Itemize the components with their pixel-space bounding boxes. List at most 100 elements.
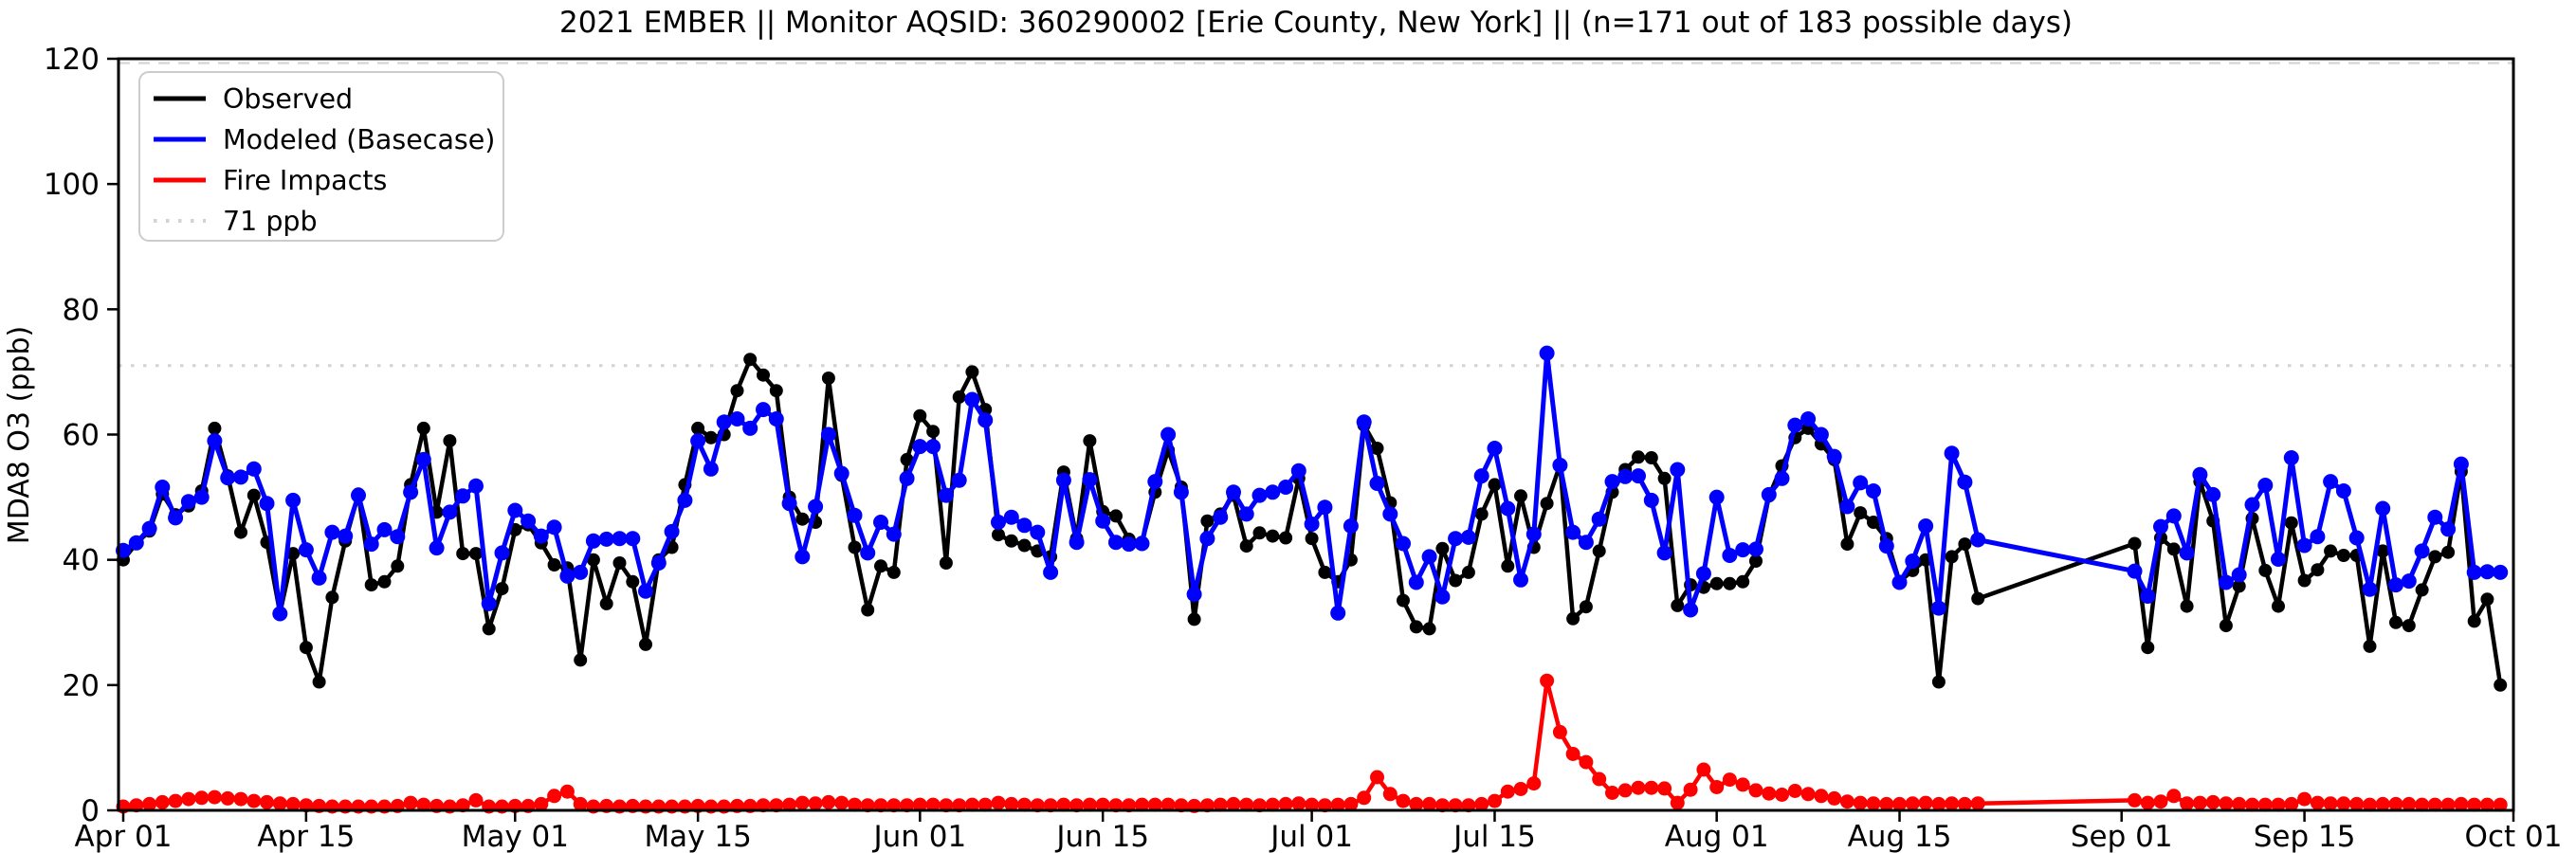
series-observed-point xyxy=(743,353,758,367)
series-modeled-point xyxy=(2310,529,2326,545)
series-modeled-point xyxy=(1213,509,1229,525)
series-observed-point xyxy=(886,565,901,579)
series-fire-point xyxy=(1226,796,1241,811)
series-fire-point xyxy=(2493,797,2508,812)
series-fire-point xyxy=(1631,780,1646,795)
series-fire-point xyxy=(2336,796,2351,811)
series-fire-point xyxy=(233,791,248,807)
series-modeled-point xyxy=(1617,468,1634,484)
x-tick-label: May 15 xyxy=(644,820,751,853)
series-modeled-point xyxy=(2192,466,2208,482)
series-fire-point xyxy=(1579,754,1594,770)
series-observed-point xyxy=(286,547,301,561)
series-fire-point xyxy=(207,789,222,805)
series-modeled-point xyxy=(1147,474,1163,490)
series-fire-point xyxy=(2192,795,2207,810)
series-observed-point xyxy=(1435,541,1450,555)
series-fire-point xyxy=(860,798,875,813)
series-modeled-point xyxy=(311,570,327,586)
series-modeled-point xyxy=(1382,506,1398,522)
series-modeled-point xyxy=(521,513,537,529)
series-observed-point xyxy=(325,590,339,605)
series-fire-point xyxy=(795,795,810,810)
series-modeled-point xyxy=(351,487,366,503)
series-fire-point xyxy=(900,798,915,813)
series-fire-point xyxy=(155,794,170,809)
series-fire-point xyxy=(1370,770,1384,785)
series-observed-point xyxy=(626,574,640,589)
series-modeled-point xyxy=(1957,474,1973,490)
series-modeled-point xyxy=(664,523,680,539)
series-fire-point xyxy=(964,797,979,812)
series-modeled-point xyxy=(2205,486,2221,502)
series-modeled-point xyxy=(1396,535,1411,552)
series-fire-point xyxy=(2180,796,2195,811)
series-modeled-point xyxy=(507,502,523,518)
series-modeled-point xyxy=(1134,535,1150,552)
series-observed-point xyxy=(2311,563,2325,577)
series-observed-point xyxy=(1449,573,1463,588)
series-modeled-point xyxy=(585,533,601,549)
series-fire-point xyxy=(1030,798,1045,813)
series-observed-point xyxy=(1422,622,1436,636)
series-modeled-point xyxy=(1304,517,1320,532)
series-observed-point xyxy=(2232,579,2246,593)
series-fire-point xyxy=(1657,781,1672,796)
series-fire-line xyxy=(120,678,2503,809)
x-tick-label: Jul 01 xyxy=(1269,820,1353,853)
series-fire-point xyxy=(1565,747,1580,761)
y-tick-label: 60 xyxy=(63,419,100,453)
series-modeled-point xyxy=(1800,411,1817,426)
series-fire-point xyxy=(1800,787,1816,802)
series-modeled-point xyxy=(638,583,653,599)
series-fire-point xyxy=(1069,798,1085,813)
series-modeled-point xyxy=(2493,564,2509,580)
series-modeled-point xyxy=(1918,518,1934,534)
series-observed-point xyxy=(1671,598,1685,612)
series-observed-point xyxy=(1709,576,1724,590)
series-observed-point xyxy=(2415,583,2429,597)
series-modeled-point xyxy=(1317,499,1333,516)
series-modeled-point xyxy=(1591,511,1607,527)
series-modeled-point xyxy=(781,496,797,512)
ticks-layer: 0 20 40 60 80 100 120 Apr 01 Apr 15 May 01 May 15 J… xyxy=(44,43,2563,853)
series-fire-point xyxy=(1918,795,1933,810)
series-fire-point xyxy=(1762,786,1777,801)
series-modeled-point xyxy=(468,478,484,494)
series-modeled-point xyxy=(1878,538,1894,554)
series-modeled-point xyxy=(964,391,980,408)
series-modeled-point xyxy=(338,528,354,544)
series-fire-point xyxy=(977,797,993,812)
series-fire-point xyxy=(1540,673,1555,688)
series-fire-point xyxy=(991,795,1006,810)
series-fire-point xyxy=(2297,791,2312,807)
series-modeled-point xyxy=(2479,564,2495,580)
series-observed-point xyxy=(364,578,378,592)
series-fire-point xyxy=(834,795,850,810)
x-tick-label: Jul 15 xyxy=(1452,820,1536,853)
series-modeled-point xyxy=(899,470,915,486)
series-modeled xyxy=(116,345,2509,622)
series-observed-point xyxy=(2324,544,2338,558)
series-observed-point xyxy=(495,582,509,596)
series-modeled-point xyxy=(2296,537,2312,554)
x-tick-label: Aug 01 xyxy=(1665,820,1769,853)
series-modeled-point xyxy=(1866,483,1881,499)
series-modeled-line xyxy=(120,351,2503,616)
series-modeled-point xyxy=(1839,499,1855,515)
series-fire-point xyxy=(1500,784,1515,799)
series-observed-point xyxy=(312,675,326,689)
series-modeled-point xyxy=(1930,600,1946,616)
series-fire-point xyxy=(1787,784,1802,798)
series-observed-point xyxy=(1409,620,1423,634)
series-modeled-point xyxy=(2271,552,2286,567)
series-observed-point xyxy=(1397,593,1410,608)
series-observed-point xyxy=(1004,534,1018,548)
y-tick-label: 100 xyxy=(44,168,100,202)
series-fire-point xyxy=(1644,780,1659,795)
series-modeled-point xyxy=(1186,587,1202,602)
series-observed-point xyxy=(2402,619,2416,633)
series-observed-point xyxy=(456,547,470,561)
series-fire-point xyxy=(2427,797,2442,812)
x-tick-label: Jun 01 xyxy=(871,820,966,853)
